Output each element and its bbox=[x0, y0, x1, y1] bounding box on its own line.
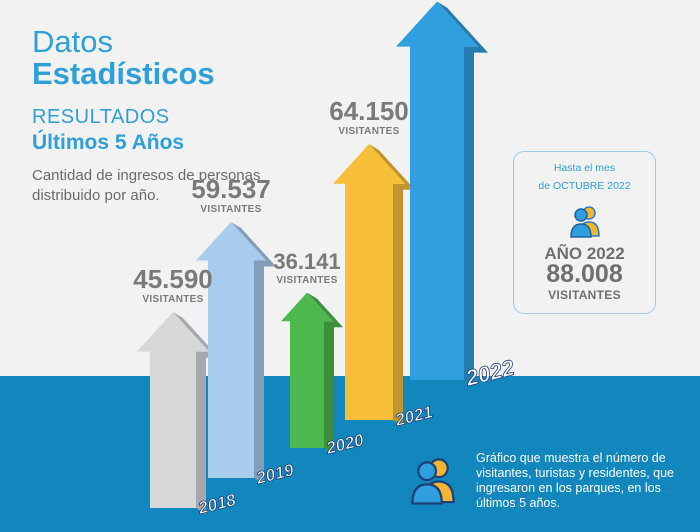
subtitle-line-2: Últimos 5 Años bbox=[32, 131, 185, 154]
value-label-2018: 45.590 bbox=[133, 263, 213, 294]
unit-label-2021: VISITANTES bbox=[338, 126, 400, 138]
arrow-bar-2022 bbox=[396, 1, 478, 380]
description: Cantidad de ingresos de personas distrib… bbox=[32, 167, 261, 204]
unit-label-2020: VISITANTES bbox=[276, 274, 338, 286]
info-line-1: Hasta el mes bbox=[553, 162, 616, 174]
arrow-bar-2020 bbox=[281, 292, 333, 448]
value-label-2019: 59.537 bbox=[191, 173, 271, 204]
unit-label-2018: VISITANTES bbox=[142, 293, 204, 305]
unit-label-2019: VISITANTES bbox=[200, 203, 262, 215]
arrow-bar-2021 bbox=[333, 144, 405, 420]
info-total: 88.008 bbox=[546, 260, 623, 288]
arrow-bar-2018 bbox=[137, 311, 209, 508]
title-line-2: Estadísticos bbox=[32, 56, 215, 91]
people-icon bbox=[411, 458, 455, 505]
people-icon bbox=[570, 206, 600, 238]
chart-note: Gráfico que muestra el número de visitan… bbox=[476, 451, 675, 510]
info-year: AÑO 2022 bbox=[544, 244, 625, 263]
arrow-side-2020 bbox=[307, 292, 343, 454]
value-label-2020: 36.141 bbox=[273, 248, 341, 274]
title-line-1: Datos bbox=[32, 24, 113, 59]
arrow-bar-2019 bbox=[196, 221, 266, 478]
info-box: Hasta el mes de OCTUBRE 2022 AÑO 2022 88… bbox=[513, 151, 656, 314]
info-line-2: de OCTUBRE 2022 bbox=[538, 180, 631, 192]
info-visitors: VISITANTES bbox=[548, 288, 621, 302]
value-label-2021: 64.150 bbox=[329, 96, 409, 127]
subtitle-line-1: RESULTADOS bbox=[32, 106, 170, 128]
